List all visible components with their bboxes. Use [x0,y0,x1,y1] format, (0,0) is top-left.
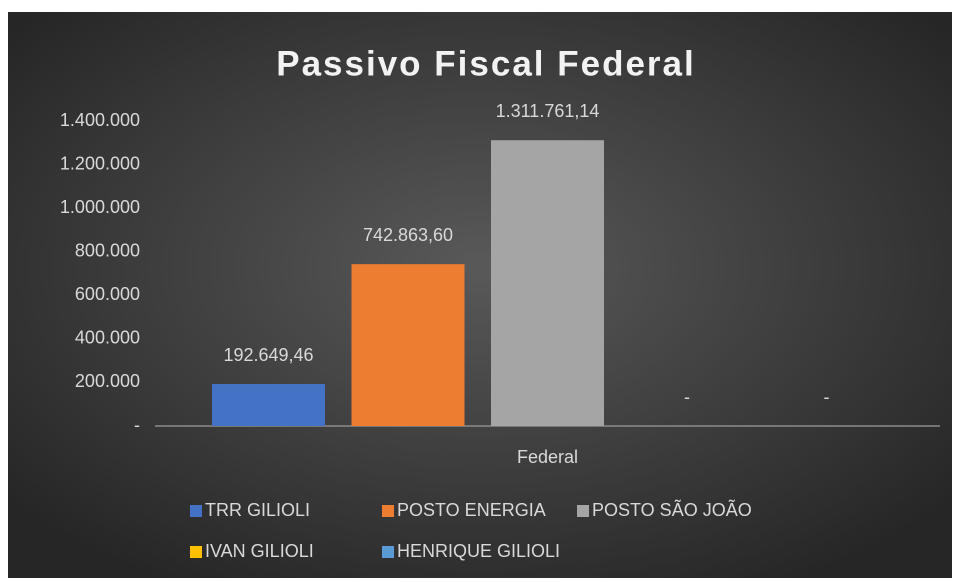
legend-swatch [382,505,394,517]
legend-label: POSTO SÃO JOÃO [592,499,752,520]
y-tick-label: 1.000.000 [60,197,140,217]
chart-background [8,12,952,578]
y-tick-label: 1.400.000 [60,110,140,130]
bar [351,264,465,426]
legend-swatch [190,505,202,517]
legend-swatch [190,546,202,558]
y-tick-label: 1.200.000 [60,153,140,173]
legend-swatch [577,505,589,517]
y-tick-label: 200.000 [75,371,140,391]
legend-swatch [382,546,394,558]
y-tick-label: 400.000 [75,328,140,348]
legend-label: HENRIQUE GILIOLI [397,541,560,561]
chart-title: Passivo Fiscal Federal [276,44,695,83]
data-label: 192.649,46 [223,345,313,365]
data-label: - [824,387,830,407]
data-label: 742.863,60 [363,225,453,245]
y-tick-label: - [134,415,140,435]
legend-label: TRR GILIOLI [205,500,310,520]
legend-label: POSTO ENERGIA [397,500,546,520]
x-tick-label: Federal [517,447,578,467]
y-tick-label: 800.000 [75,240,140,260]
bar [491,140,604,427]
y-tick-label: 600.000 [75,284,140,304]
bar [212,384,325,426]
data-label: 1.311.761,14 [496,101,600,121]
legend-label: IVAN GILIOLI [205,541,314,561]
data-label: - [684,387,690,407]
